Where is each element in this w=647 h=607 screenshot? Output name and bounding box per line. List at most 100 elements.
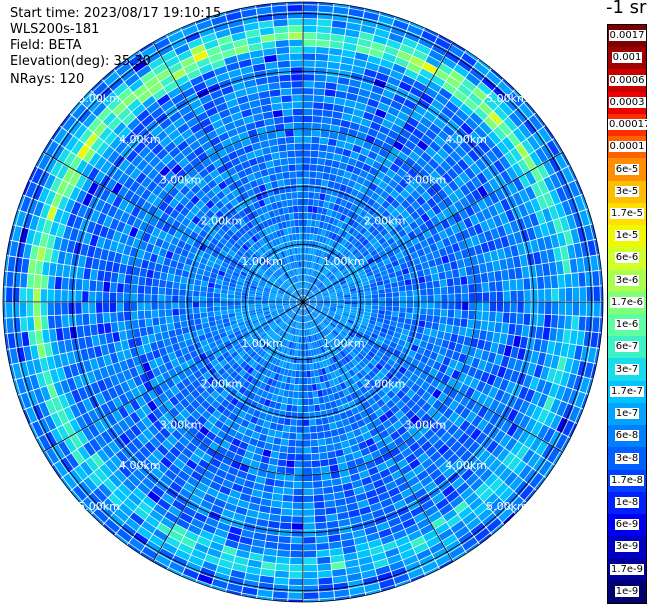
- range-gate-cell: [378, 148, 389, 158]
- range-gate-cell: [264, 336, 271, 343]
- range-gate-cell: [318, 315, 324, 321]
- range-gate-cell: [466, 517, 482, 531]
- range-gate-cell: [264, 541, 278, 550]
- range-gate-cell: [326, 520, 339, 529]
- range-gate-cell: [23, 409, 32, 425]
- range-gate-cell: [303, 543, 317, 551]
- range-gate-cell: [380, 585, 396, 592]
- range-gate-cell: [487, 321, 496, 332]
- range-gate-cell: [358, 295, 365, 299]
- range-gate-cell: [381, 142, 393, 152]
- range-gate-cell: [264, 287, 271, 292]
- range-gate-cell: [449, 150, 462, 163]
- range-gate-cell: [61, 277, 69, 290]
- range-gate-cell: [351, 406, 360, 416]
- range-gate-cell: [269, 266, 276, 273]
- range-gate-cell: [426, 236, 435, 246]
- range-gate-cell: [203, 174, 214, 184]
- range-gate-cell: [326, 145, 336, 153]
- range-gate-cell: [318, 283, 324, 289]
- range-gate-cell: [477, 507, 493, 522]
- range-gate-cell: [393, 436, 405, 447]
- range-gate-cell: [342, 545, 357, 555]
- range-gate-cell: [352, 166, 362, 176]
- range-gate-cell: [393, 265, 402, 272]
- range-gate-cell: [311, 460, 321, 468]
- range-gate-cell: [139, 42, 154, 53]
- range-gate-cell: [237, 321, 245, 327]
- range-gate-cell: [391, 199, 401, 209]
- range-gate-cell: [471, 402, 483, 415]
- range-gate-cell: [279, 276, 285, 283]
- range-gate-cell: [31, 167, 44, 184]
- range-gate-cell: [128, 53, 144, 67]
- range-gate-cell: [334, 361, 341, 370]
- range-gate-cell: [320, 410, 328, 418]
- range-gate-cell: [224, 418, 234, 428]
- range-gate-cell: [328, 131, 339, 140]
- range-gate-cell: [197, 573, 214, 585]
- range-gate-cell: [309, 425, 317, 433]
- range-gate-cell: [319, 313, 326, 318]
- range-gate-cell: [72, 103, 87, 120]
- range-gate-cell: [513, 397, 524, 412]
- range-gate-cell: [385, 306, 393, 312]
- range-gate-cell: [201, 400, 211, 410]
- range-gate-cell: [202, 371, 212, 380]
- range-gate-cell: [187, 221, 197, 231]
- range-gate-cell: [420, 355, 429, 365]
- range-gate-cell: [56, 164, 69, 180]
- range-gate-cell: [424, 321, 433, 329]
- range-gate-cell: [344, 142, 354, 151]
- range-gate-cell: [28, 259, 37, 274]
- range-gate-cell: [542, 327, 551, 341]
- range-gate-cell: [248, 302, 255, 305]
- range-gate-cell: [479, 488, 494, 502]
- range-gate-cell: [434, 302, 441, 309]
- range-gate-cell: [185, 134, 197, 146]
- range-gate-cell: [307, 212, 313, 220]
- range-gate-cell: [329, 548, 343, 556]
- range-gate-cell: [94, 156, 107, 171]
- range-gate-cell: [461, 310, 469, 319]
- range-gate-cell: [433, 308, 441, 316]
- range-gate-cell: [219, 249, 228, 257]
- range-gate-cell: [310, 269, 314, 276]
- range-gate-cell: [311, 286, 317, 292]
- range-gate-cell: [499, 467, 513, 482]
- range-gate-cell: [376, 224, 385, 233]
- range-gate-cell: [306, 315, 310, 322]
- range-gate-cell: [347, 279, 354, 285]
- range-gate-cell: [20, 317, 28, 332]
- range-gate-cell: [538, 289, 545, 302]
- range-gate-cell: [351, 383, 360, 392]
- range-gate-cell: [242, 372, 251, 380]
- range-gate-cell: [490, 227, 500, 240]
- range-gate-cell: [320, 266, 326, 273]
- range-gate-cell: [326, 326, 332, 333]
- range-gate-cell: [442, 208, 453, 219]
- range-gate-cell: [246, 473, 257, 482]
- range-gate-cell: [413, 307, 420, 314]
- range-gate-cell: [305, 308, 308, 315]
- range-gate-cell: [213, 232, 223, 241]
- range-gate-cell: [329, 41, 344, 49]
- range-gate-cell: [353, 240, 362, 248]
- range-gate-cell: [258, 582, 274, 591]
- range-gate-cell: [400, 189, 410, 199]
- range-gate-cell: [332, 575, 348, 584]
- range-gate-cell: [358, 327, 366, 333]
- range-gate-cell: [515, 324, 523, 336]
- range-gate-cell: [282, 299, 290, 302]
- range-gate-cell: [405, 194, 416, 205]
- range-gate-cell: [135, 172, 147, 184]
- range-gate-cell: [496, 225, 507, 238]
- range-gate-cell: [477, 81, 492, 96]
- range-gate-cell: [341, 418, 350, 427]
- range-gate-cell: [155, 357, 164, 367]
- range-gate-cell: [376, 423, 386, 434]
- range-gate-cell: [450, 495, 464, 509]
- range-gate-cell: [303, 18, 317, 26]
- range-gate-cell: [343, 170, 352, 180]
- range-gate-cell: [151, 227, 161, 238]
